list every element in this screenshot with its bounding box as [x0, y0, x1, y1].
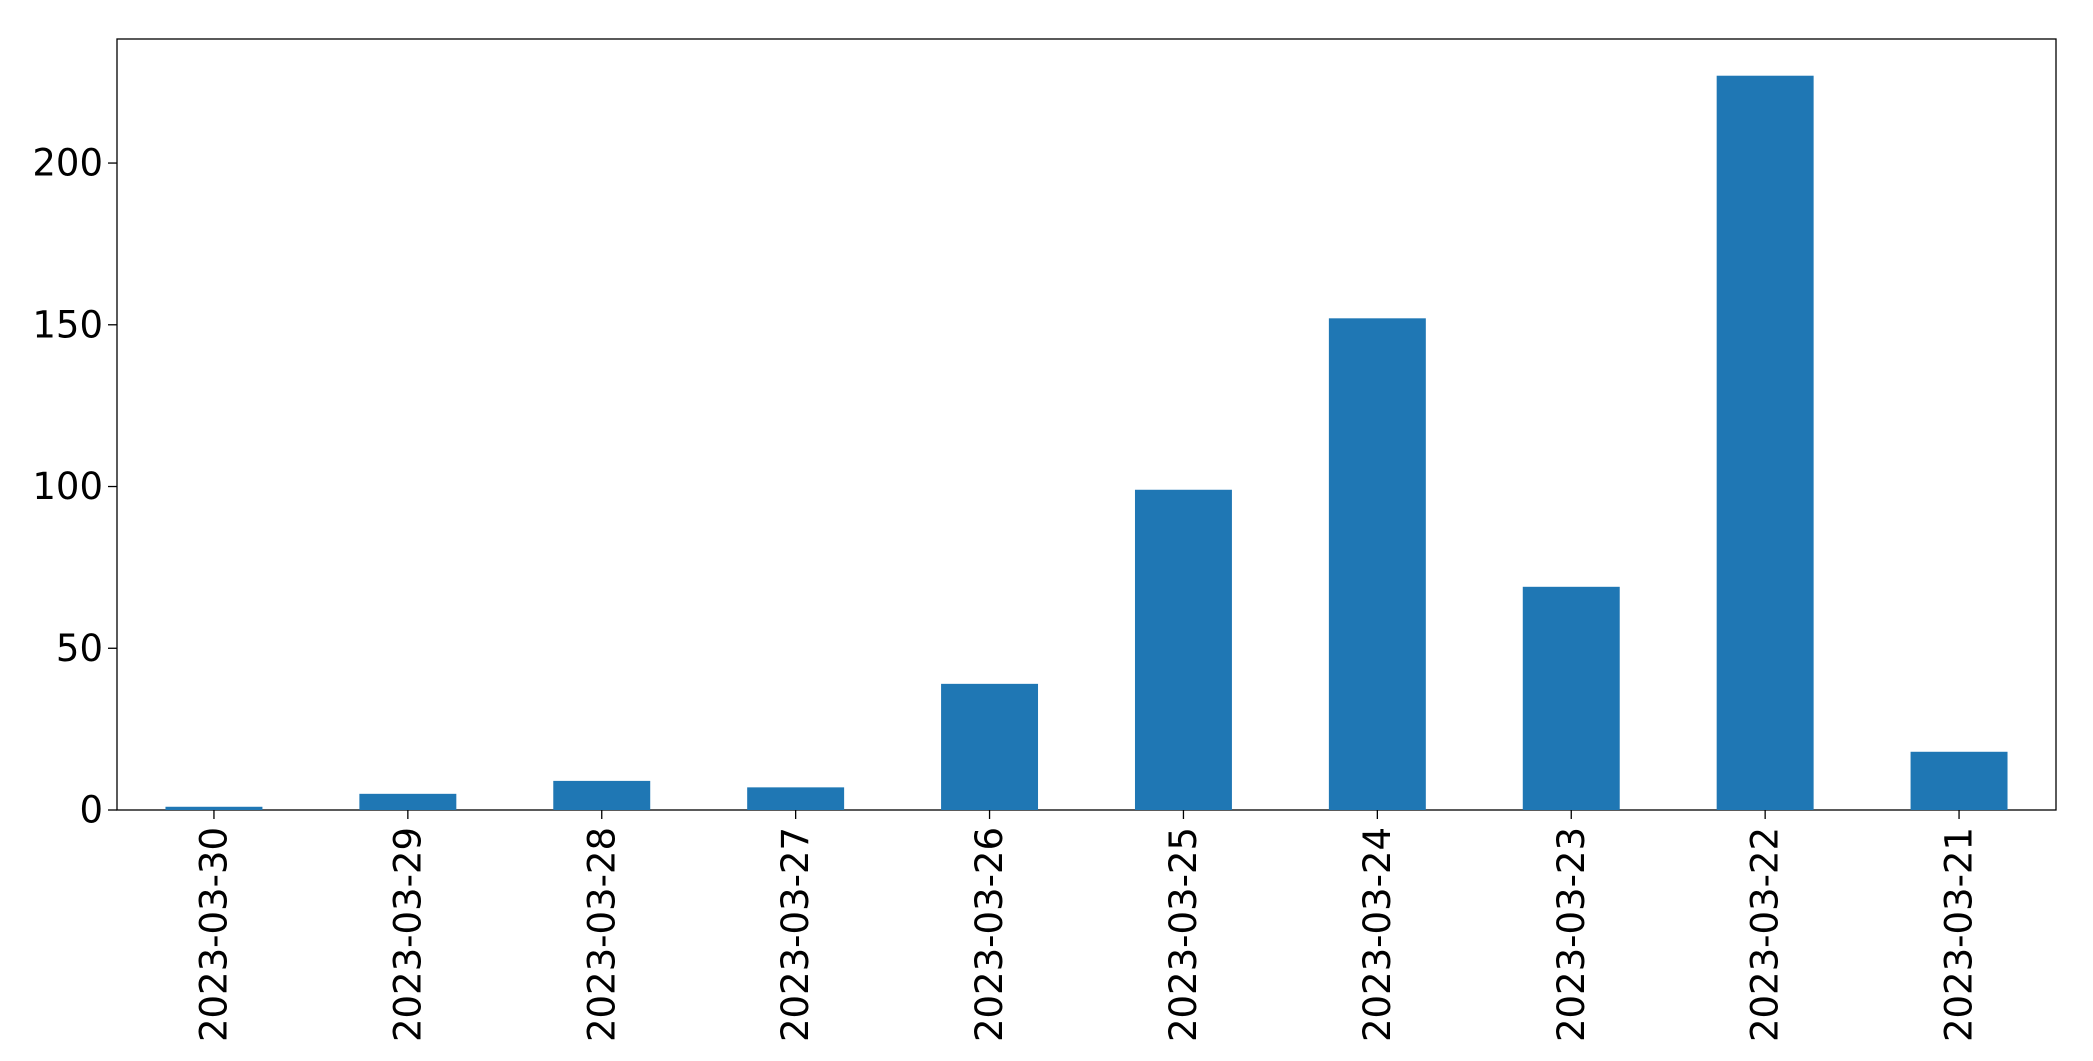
x-tick-label: 2023-03-28 — [580, 827, 623, 1042]
x-tick-label: 2023-03-24 — [1356, 827, 1399, 1042]
bar-2023-03-23 — [1522, 586, 1620, 810]
x-tick-label: 2023-03-26 — [968, 827, 1011, 1042]
x-tick-label: 2023-03-30 — [192, 827, 235, 1042]
bar-2023-03-28 — [553, 780, 651, 810]
y-tick-label: 0 — [79, 789, 103, 832]
bars-group — [165, 75, 2008, 810]
y-axis: 0 50 100 150 200 — [32, 142, 117, 832]
y-tick-label: 100 — [32, 465, 103, 508]
x-axis: 2023-03-30 2023-03-29 2023-03-28 2023-03-27… — [192, 810, 1981, 1042]
x-tick-label: 2023-03-21 — [1938, 827, 1981, 1042]
bar-2023-03-21 — [1910, 751, 2008, 810]
bar-2023-03-30 — [165, 806, 263, 810]
y-tick-label: 200 — [32, 142, 103, 185]
x-tick-label: 2023-03-22 — [1744, 827, 1787, 1042]
y-tick-label: 50 — [56, 627, 103, 670]
bar-2023-03-24 — [1328, 318, 1426, 810]
y-tick-label: 150 — [32, 303, 103, 346]
x-tick-label: 2023-03-25 — [1162, 827, 1205, 1042]
x-tick-label: 2023-03-23 — [1550, 827, 1593, 1042]
bar-2023-03-26 — [941, 683, 1039, 810]
x-tick-label: 2023-03-27 — [774, 827, 817, 1042]
bar-2023-03-22 — [1716, 75, 1814, 810]
bar-2023-03-27 — [747, 787, 845, 810]
plot-area-frame — [116, 38, 2057, 811]
bar-2023-03-25 — [1134, 489, 1232, 810]
bar-2023-03-29 — [359, 793, 457, 810]
x-tick-label: 2023-03-29 — [386, 827, 429, 1042]
